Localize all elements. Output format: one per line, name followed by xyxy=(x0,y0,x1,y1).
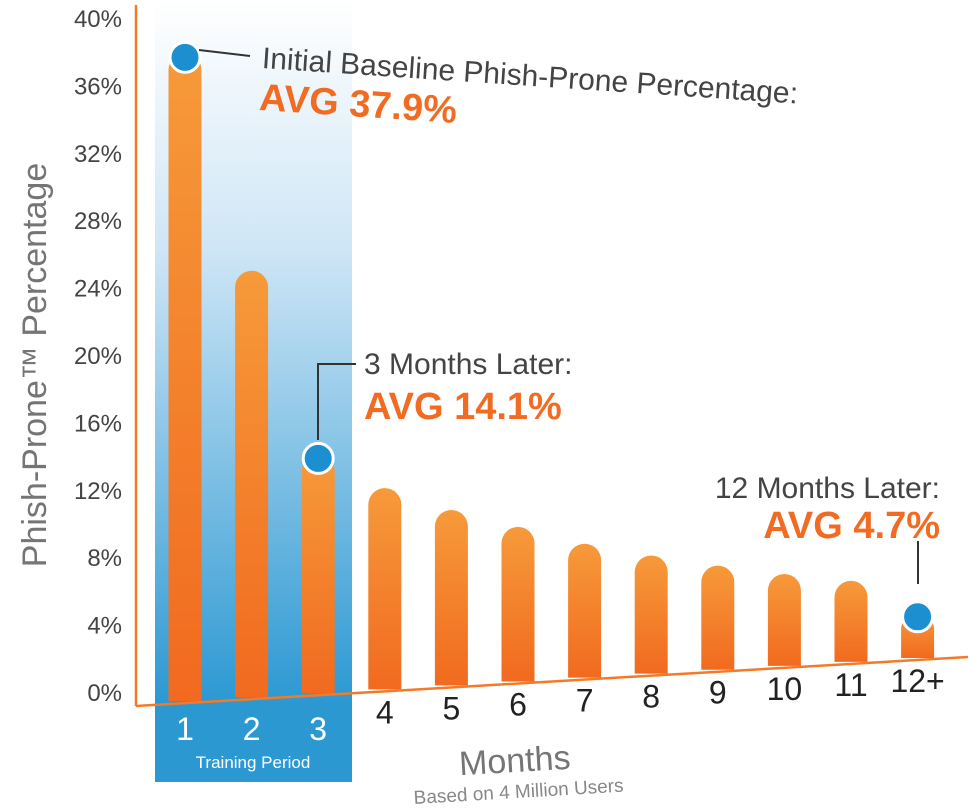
x-tick-label: 8 xyxy=(642,679,660,715)
y-axis-title: Phish-Prone™ Percentage xyxy=(16,163,54,567)
marker-month-3 xyxy=(301,441,335,475)
y-tick-label: 0% xyxy=(87,680,122,707)
x-tick-label: 1 xyxy=(176,711,194,747)
bar-month-9 xyxy=(701,565,735,670)
x-tick-label: 4 xyxy=(376,694,394,730)
x-tick-label: 5 xyxy=(443,690,461,726)
x-tick-label: 6 xyxy=(509,687,527,723)
annotation-12month-value: AVG 4.7% xyxy=(763,505,940,547)
y-tick-label: 40% xyxy=(74,6,122,33)
marker-month-12+ xyxy=(901,600,935,634)
bar-month-6 xyxy=(501,526,535,682)
x-axis-subtitle: Based on 4 Million Users xyxy=(413,776,624,809)
x-tick-label: 11 xyxy=(834,667,867,703)
x-tick-label: 12+ xyxy=(890,663,944,699)
y-tick-label: 24% xyxy=(74,276,122,303)
y-tick-label: 16% xyxy=(74,410,122,437)
x-tick-label: 3 xyxy=(309,711,327,747)
x-tick-label: 2 xyxy=(243,711,261,747)
bar-month-5 xyxy=(434,510,468,686)
x-axis-title: Months xyxy=(458,739,572,784)
bar-month-8 xyxy=(634,555,668,674)
annotation-3month-value: AVG 14.1% xyxy=(364,386,562,428)
bar-month-11 xyxy=(834,580,868,662)
bar-month-10 xyxy=(767,574,801,666)
y-tick-label: 8% xyxy=(87,545,122,572)
bar-month-3 xyxy=(301,454,335,694)
y-tick-label: 32% xyxy=(74,141,122,168)
x-tick-label: 10 xyxy=(767,671,803,707)
bar-month-4 xyxy=(368,488,402,690)
y-tick-label: 12% xyxy=(74,478,122,505)
training-period-label: Training Period xyxy=(196,753,311,772)
training-period-box xyxy=(155,706,352,782)
y-tick-label: 20% xyxy=(74,343,122,370)
x-tick-label: 9 xyxy=(709,675,727,711)
bar-month-7 xyxy=(568,543,602,678)
y-tick-label: 28% xyxy=(74,208,122,235)
x-tick-label: 7 xyxy=(576,683,594,719)
annotation-3month-label: 3 Months Later: xyxy=(364,348,572,381)
x-axis-line xyxy=(135,655,969,708)
annotation-12month-label: 12 Months Later: xyxy=(715,472,940,505)
y-tick-label: 4% xyxy=(87,613,122,640)
marker-month-1 xyxy=(168,40,202,74)
annotation-leader-line xyxy=(317,363,356,440)
bar-month-1 xyxy=(168,53,202,702)
annotation-leader-line xyxy=(198,49,251,57)
y-tick-label: 36% xyxy=(74,73,122,100)
bar-month-2 xyxy=(235,270,269,698)
